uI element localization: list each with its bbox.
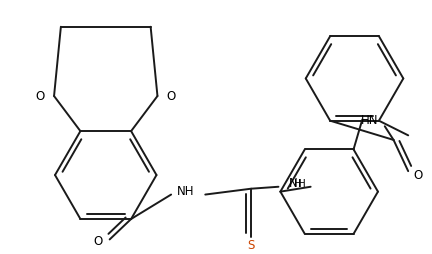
Text: S: S <box>248 239 255 252</box>
Text: O: O <box>166 89 176 103</box>
Text: NH: NH <box>177 185 194 198</box>
Text: O: O <box>93 235 102 248</box>
Text: H: H <box>294 179 302 189</box>
Text: H: H <box>298 179 306 189</box>
Text: N: N <box>289 177 298 190</box>
Text: O: O <box>36 89 45 103</box>
Text: HN: HN <box>360 114 378 127</box>
Text: O: O <box>413 169 422 182</box>
